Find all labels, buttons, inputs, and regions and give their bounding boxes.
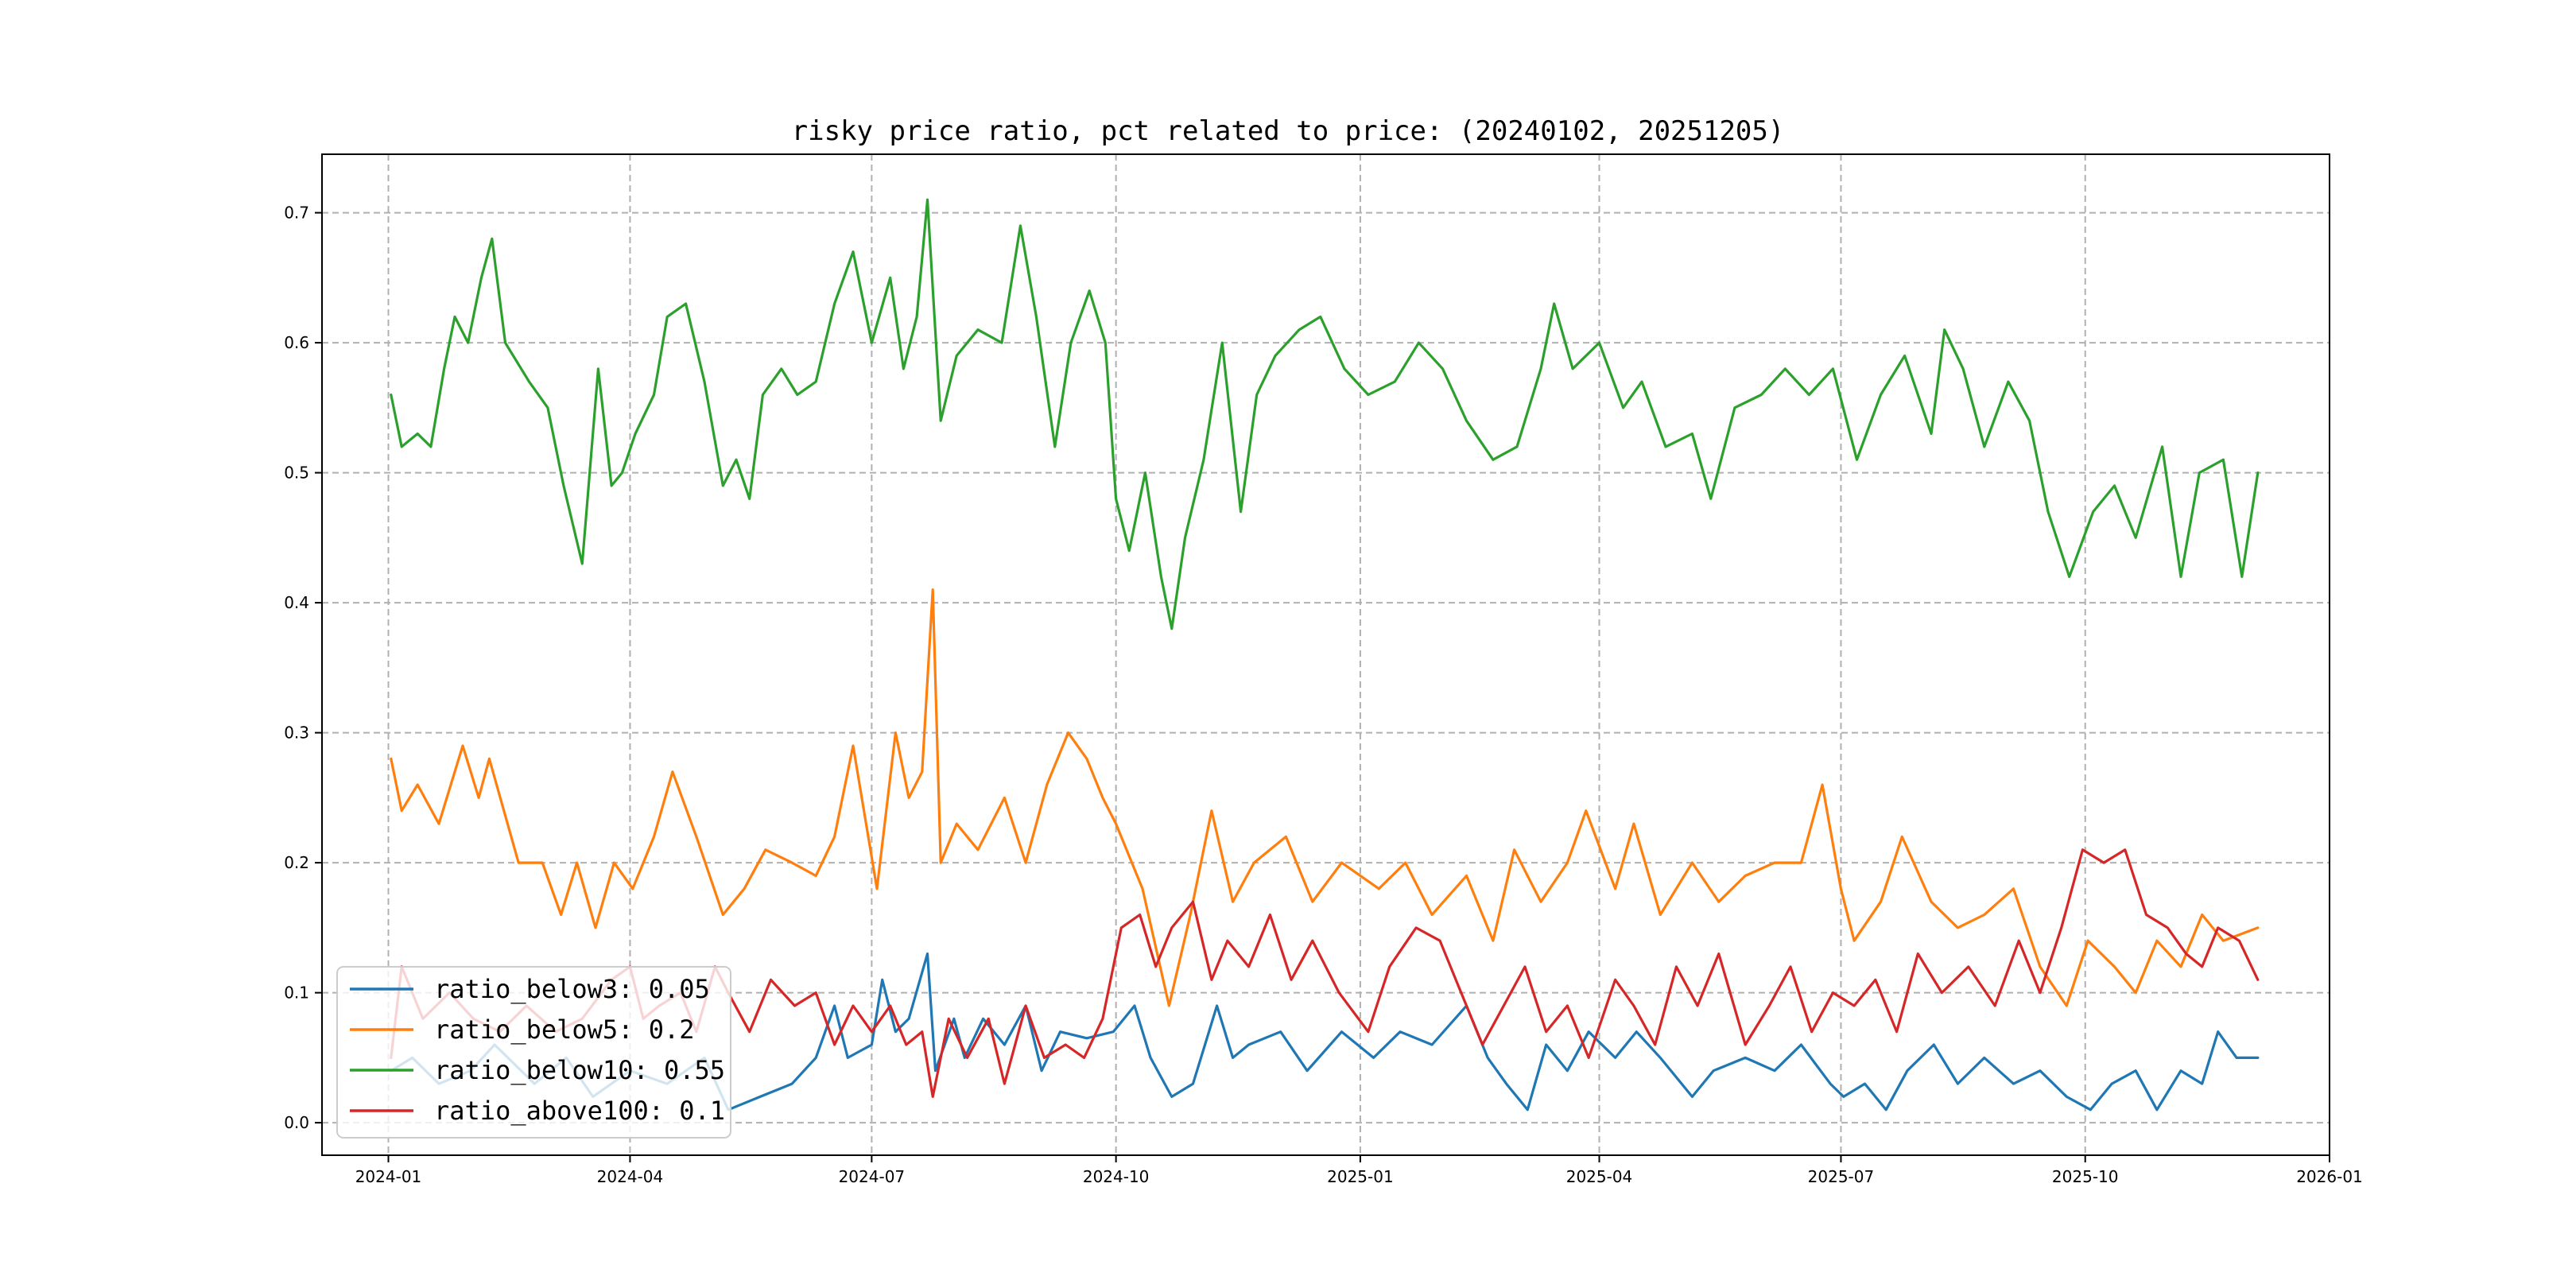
x-tick-label: 2024-01 xyxy=(355,1167,422,1186)
x-tick-label: 2024-10 xyxy=(1083,1167,1150,1186)
x-tick-label: 2025-10 xyxy=(2052,1167,2119,1186)
y-tick-label: 0.2 xyxy=(284,853,309,872)
series-line-ratio_below3 xyxy=(390,952,2260,1111)
x-tick-label: 2025-04 xyxy=(1566,1167,1633,1186)
series-line-ratio_below10 xyxy=(390,198,2260,630)
legend: ratio_below3: 0.05 ratio_below5: 0.2 ratio… xyxy=(336,966,731,1139)
legend-entry-ratio_below5: ratio_below5: 0.2 xyxy=(434,1014,695,1045)
y-tick-label: 0.7 xyxy=(284,204,309,223)
y-tick-label: 0.4 xyxy=(284,593,309,612)
x-tick-label: 2025-07 xyxy=(1808,1167,1875,1186)
legend-box xyxy=(336,966,731,1139)
x-tick-label: 2025-01 xyxy=(1327,1167,1394,1186)
y-tick-label: 0.6 xyxy=(284,333,309,352)
x-tick-label: 2026-01 xyxy=(2296,1167,2363,1186)
x-axis: 2024-01 2024-04 2024-07 2024-10 2025-01 2025-… xyxy=(355,1155,2363,1186)
y-axis: 0.0 0.1 0.2 0.3 0.4 0.5 0.6 0.7 xyxy=(284,204,322,1132)
y-tick-label: 0.0 xyxy=(284,1113,309,1132)
x-tick-label: 2024-04 xyxy=(597,1167,664,1186)
legend-entry-ratio_below10: ratio_below10: 0.55 xyxy=(434,1055,725,1085)
legend-entry-ratio_below3: ratio_below3: 0.05 xyxy=(434,974,710,1004)
y-tick-label: 0.5 xyxy=(284,464,309,483)
series-line-ratio_below5 xyxy=(390,588,2260,1007)
plot-frame xyxy=(321,153,2330,1156)
legend-entry-ratio_above100: ratio_above100: 0.1 xyxy=(434,1096,725,1126)
chart-title: risky price ratio, pct related to price:… xyxy=(792,115,1785,147)
y-tick-label: 0.3 xyxy=(284,724,309,743)
x-tick-label: 2024-07 xyxy=(839,1167,906,1186)
y-tick-label: 0.1 xyxy=(284,983,309,1003)
